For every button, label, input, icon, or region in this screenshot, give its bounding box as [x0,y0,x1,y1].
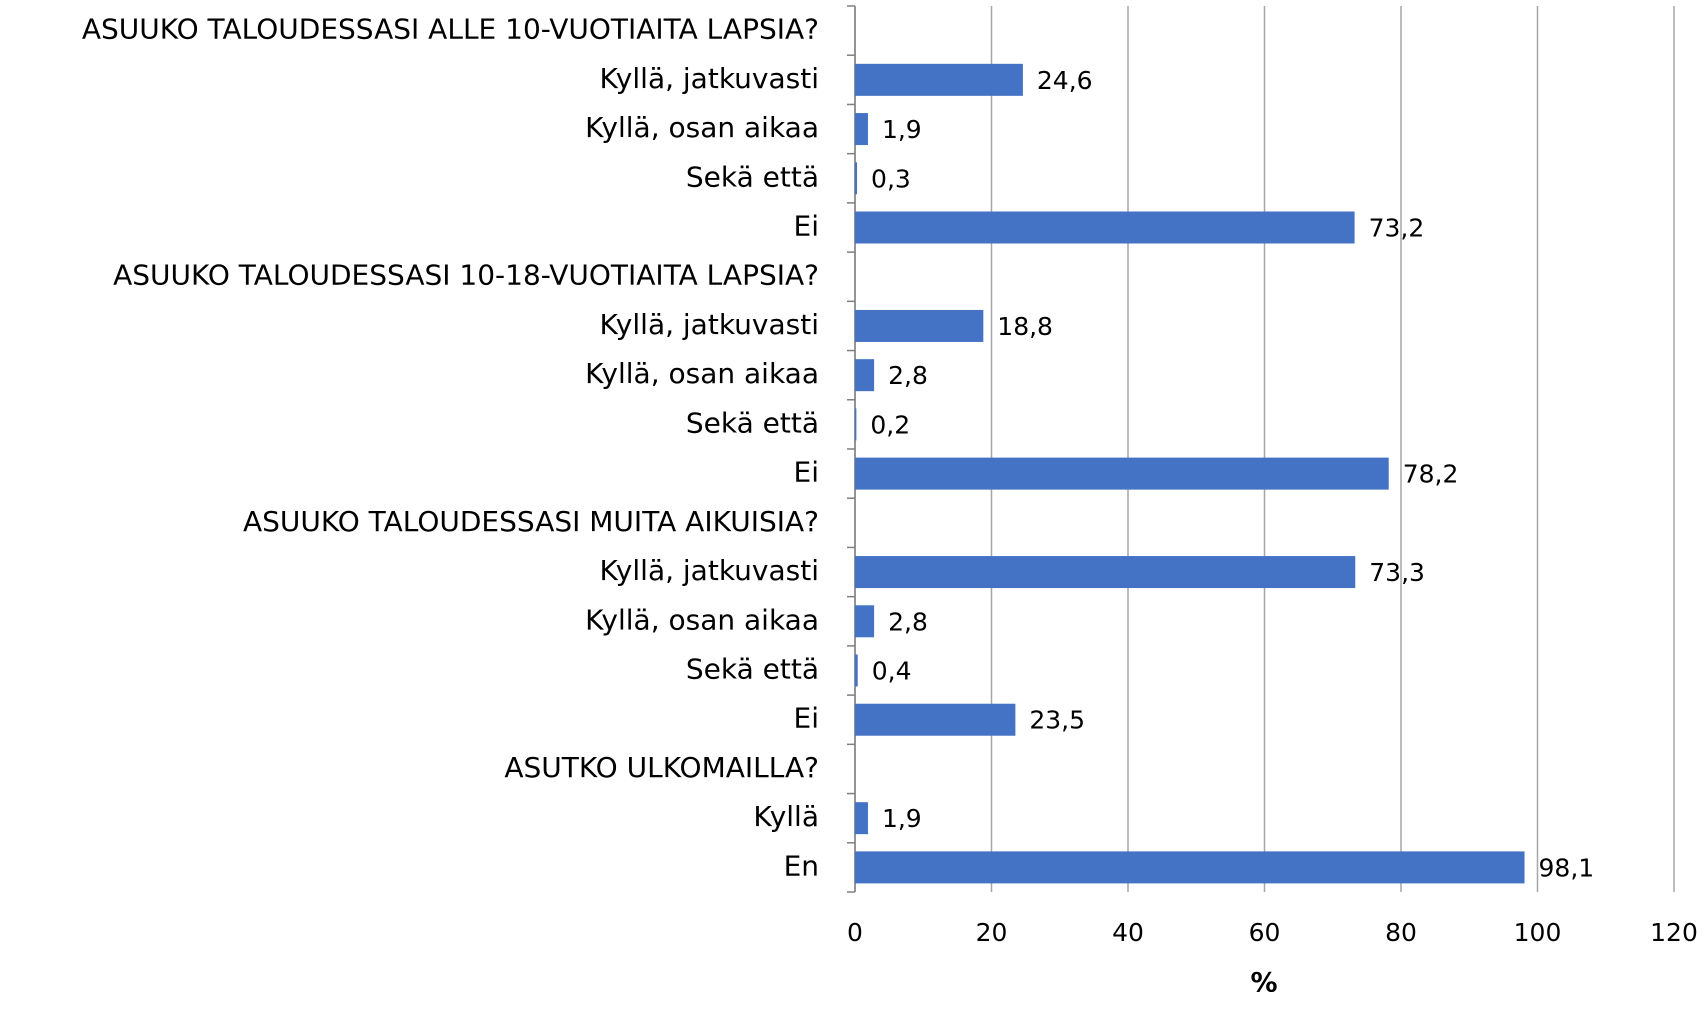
x-tick-label: 80 [1385,918,1417,947]
x-tick-label: 120 [1650,918,1698,947]
bar [855,457,1389,490]
y-tick-label: Kyllä [753,800,819,833]
y-tick-label: ASUUKO TALOUDESSASI 10-18-VUOTIAITA LAPS… [113,259,819,292]
value-label: 18,8 [997,312,1053,341]
y-tick-label: Sekä että [686,406,819,439]
y-tick-label: Ei [794,702,819,735]
y-tick-label: Ei [794,210,819,243]
bar [855,359,875,392]
x-tick-label: 0 [847,918,863,947]
x-tick-label: 100 [1514,918,1562,947]
y-tick-label: Kyllä, osan aikaa [585,111,819,144]
value-label: 24,6 [1037,66,1093,95]
bar [855,654,858,687]
value-label: 78,2 [1403,460,1459,489]
value-label: 1,9 [882,804,922,833]
value-label: 98,1 [1539,853,1595,882]
value-label: 0,4 [872,657,912,686]
x-tick-label: 20 [976,918,1008,947]
value-label: 0,2 [870,410,910,439]
y-tick-label: ASUUKO TALOUDESSASI ALLE 10-VUOTIAITA LA… [82,13,819,46]
x-tick-label: 60 [1249,918,1281,947]
value-label: 23,5 [1029,706,1085,735]
bar [855,556,1356,589]
value-label: 2,8 [888,361,928,390]
value-label: 2,8 [888,607,928,636]
bar [855,113,868,146]
bar [855,703,1016,736]
value-label: 0,3 [871,164,911,193]
y-tick-label: Kyllä, jatkuvasti [599,62,819,95]
y-tick-label: Kyllä, osan aikaa [585,603,819,636]
y-tick-label: Kyllä, osan aikaa [585,357,819,390]
x-axis-label: % [1250,968,1277,999]
y-tick-label: ASUUKO TALOUDESSASI MUITA AIKUISIA? [243,505,819,538]
value-label: 73,3 [1369,558,1425,587]
y-tick-label: En [784,849,819,882]
bar [855,162,858,195]
y-tick-label: Kyllä, jatkuvasti [599,554,819,587]
y-tick-label: Sekä että [686,653,819,686]
y-tick-label: Sekä että [686,160,819,193]
y-tick-label: ASUTKO ULKOMAILLA? [504,751,819,784]
bar [855,802,868,835]
value-label: 73,2 [1369,214,1425,243]
bar [855,851,1525,884]
bar [855,408,857,441]
y-tick-label: Ei [794,456,819,489]
value-label: 1,9 [882,115,922,144]
bar [855,309,984,342]
x-tick-label: 40 [1112,918,1144,947]
bar [855,211,1355,244]
bar [855,605,875,638]
y-tick-label: Kyllä, jatkuvasti [599,308,819,341]
bar [855,63,1023,96]
